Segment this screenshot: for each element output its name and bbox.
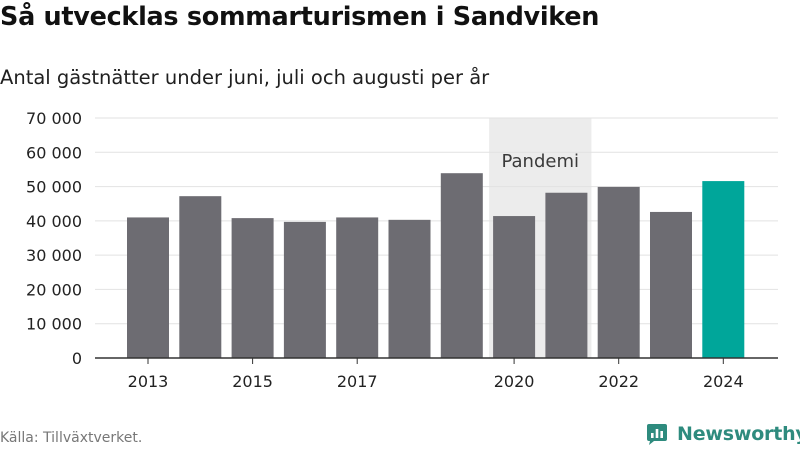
- bar-2018: [388, 219, 431, 358]
- brand-name: Newsworthy: [677, 423, 800, 445]
- x-tick-label: 2015: [232, 372, 273, 391]
- bar-2024: [702, 181, 745, 358]
- x-tick-label: 2013: [128, 372, 169, 391]
- y-tick-label: 30 000: [26, 246, 82, 265]
- bar-2021: [545, 192, 588, 358]
- chart-subtitle: Antal gästnätter under juni, juli och au…: [0, 66, 490, 89]
- y-tick-label: 40 000: [26, 212, 82, 231]
- y-tick-label: 70 000: [26, 109, 82, 128]
- x-tick-label: 2017: [337, 372, 378, 391]
- bar-2022: [597, 186, 640, 358]
- source-note: Källa: Tillväxtverket.: [0, 430, 143, 446]
- x-tick-label: 2022: [598, 372, 639, 391]
- bar-2017: [336, 217, 379, 358]
- newsworthy-logo: Newsworthy: [645, 421, 800, 447]
- x-tick-label: 2020: [494, 372, 535, 391]
- x-tick-label: 2024: [703, 372, 744, 391]
- y-tick-label: 0: [72, 349, 82, 368]
- bar-chart-logo-icon: [647, 424, 667, 445]
- bar-2020: [493, 216, 536, 358]
- bar-2016: [283, 221, 326, 358]
- bar-2014: [179, 196, 222, 358]
- bar-2013: [127, 217, 169, 358]
- bar-2019: [440, 173, 483, 358]
- y-tick-label: 50 000: [26, 178, 82, 197]
- y-tick-label: 10 000: [26, 315, 82, 334]
- y-tick-label: 20 000: [26, 280, 82, 299]
- bar-2023: [650, 211, 692, 358]
- chart-title: Så utvecklas sommarturismen i Sandviken: [0, 2, 600, 32]
- y-tick-label: 60 000: [26, 143, 82, 162]
- bar-2015: [231, 218, 274, 358]
- bar-chart: Pandemi 0 10 000 20 000 30 000 40 000 50 000 60…: [26, 109, 778, 391]
- annotation-label: Pandemi: [501, 151, 579, 172]
